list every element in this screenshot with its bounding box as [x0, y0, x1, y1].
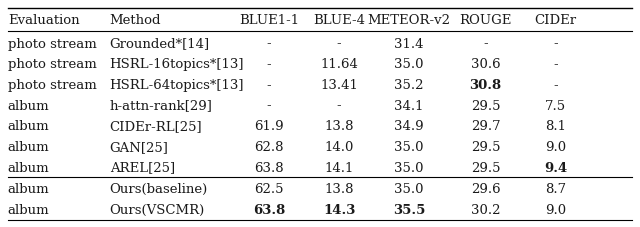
Text: BLUE-4: BLUE-4	[313, 14, 365, 27]
Text: Method: Method	[109, 14, 161, 27]
Text: ROUGE: ROUGE	[460, 14, 512, 27]
Text: Evaluation: Evaluation	[8, 14, 79, 27]
Text: 30.8: 30.8	[470, 79, 502, 91]
Text: 14.3: 14.3	[323, 203, 355, 216]
Text: 63.8: 63.8	[253, 203, 285, 216]
Text: 63.8: 63.8	[254, 161, 284, 174]
Text: 30.2: 30.2	[471, 203, 500, 216]
Text: 34.1: 34.1	[394, 99, 424, 112]
Text: album: album	[8, 140, 49, 153]
Text: 35.5: 35.5	[393, 203, 426, 216]
Text: 29.6: 29.6	[471, 183, 500, 195]
Text: BLUE1-1: BLUE1-1	[239, 14, 299, 27]
Text: 8.1: 8.1	[545, 120, 566, 133]
Text: album: album	[8, 161, 49, 174]
Text: photo stream: photo stream	[8, 58, 97, 71]
Text: -: -	[554, 79, 558, 91]
Text: 34.9: 34.9	[394, 120, 424, 133]
Text: -: -	[267, 79, 271, 91]
Text: 14.1: 14.1	[324, 161, 354, 174]
Text: -: -	[267, 58, 271, 71]
Text: GAN[25]: GAN[25]	[109, 140, 168, 153]
Text: 29.7: 29.7	[471, 120, 500, 133]
Text: 62.5: 62.5	[254, 183, 284, 195]
Text: 11.64: 11.64	[320, 58, 358, 71]
Text: CIDEr: CIDEr	[534, 14, 577, 27]
Text: Grounded*[14]: Grounded*[14]	[109, 37, 210, 50]
Text: 35.2: 35.2	[394, 79, 424, 91]
Text: 9.0: 9.0	[545, 140, 566, 153]
Text: 8.7: 8.7	[545, 183, 566, 195]
Text: 61.9: 61.9	[254, 120, 284, 133]
Text: 29.5: 29.5	[471, 99, 500, 112]
Text: 7.5: 7.5	[545, 99, 566, 112]
Text: 31.4: 31.4	[394, 37, 424, 50]
Text: 14.0: 14.0	[324, 140, 354, 153]
Text: 13.41: 13.41	[320, 79, 358, 91]
Text: -: -	[554, 37, 558, 50]
Text: -: -	[554, 58, 558, 71]
Text: 13.8: 13.8	[324, 183, 354, 195]
Text: album: album	[8, 120, 49, 133]
Text: 62.8: 62.8	[254, 140, 284, 153]
Text: HSRL-64topics*[13]: HSRL-64topics*[13]	[109, 79, 244, 91]
Text: HSRL-16topics*[13]: HSRL-16topics*[13]	[109, 58, 244, 71]
Text: AREL[25]: AREL[25]	[109, 161, 175, 174]
Text: -: -	[267, 37, 271, 50]
Text: album: album	[8, 203, 49, 216]
Text: 9.4: 9.4	[544, 161, 568, 174]
Text: 29.5: 29.5	[471, 140, 500, 153]
Text: album: album	[8, 99, 49, 112]
Text: 9.0: 9.0	[545, 203, 566, 216]
Text: 35.0: 35.0	[394, 58, 424, 71]
Text: 30.6: 30.6	[471, 58, 500, 71]
Text: album: album	[8, 183, 49, 195]
Text: -: -	[337, 37, 341, 50]
Text: h-attn-rank[29]: h-attn-rank[29]	[109, 99, 212, 112]
Text: 35.0: 35.0	[394, 161, 424, 174]
Text: 29.5: 29.5	[471, 161, 500, 174]
Text: METEOR-v2: METEOR-v2	[368, 14, 451, 27]
Text: 35.0: 35.0	[394, 183, 424, 195]
Text: -: -	[267, 99, 271, 112]
Text: Ours(VSCMR): Ours(VSCMR)	[109, 203, 205, 216]
Text: 13.8: 13.8	[324, 120, 354, 133]
Text: -: -	[337, 99, 341, 112]
Text: 35.0: 35.0	[394, 140, 424, 153]
Text: Ours(baseline): Ours(baseline)	[109, 183, 208, 195]
Text: CIDEr-RL[25]: CIDEr-RL[25]	[109, 120, 202, 133]
Text: photo stream: photo stream	[8, 79, 97, 91]
Text: photo stream: photo stream	[8, 37, 97, 50]
Text: -: -	[483, 37, 488, 50]
